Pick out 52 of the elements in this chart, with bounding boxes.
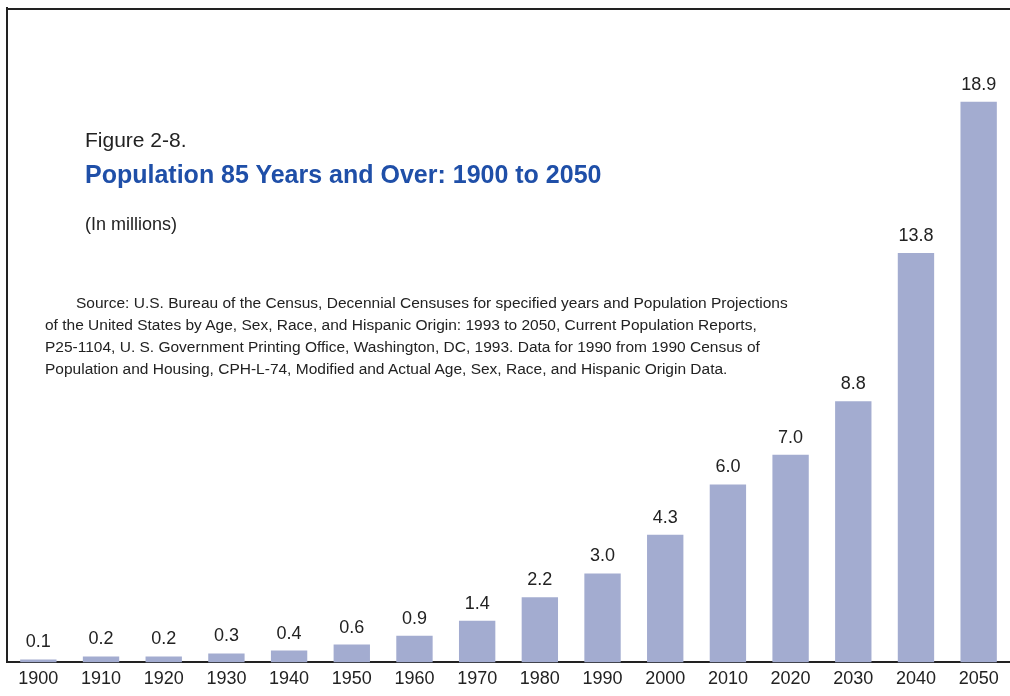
data-label: 1.4 [464,592,490,613]
data-label: 0.3 [213,625,239,646]
data-label: 7.0 [778,426,804,447]
x-tick-label: 2050 [958,668,999,689]
annotation: Source: U.S. Bureau of the Census, Decennial Censuses for specified years and Population Projections of the United States by Age, Sex, Race, and Hispanic Origin: 1993 to 2050, Current Population Reports, P25-1104, U. S. Government Printing Office, Washington, DC, 1993. Data for 1990 from 1990 Census of Population and Housing, CPH-L-74, Modified and Actual Age, Sex, Race, and Hispanic Origin Data. [45,293,789,379]
bar [145,656,182,663]
x-tick-label: 1980 [519,668,560,689]
data-label: 0.1 [25,631,51,652]
bar [270,650,308,663]
bar [20,659,57,663]
x-tick-label: 1920 [143,668,184,689]
bar [960,101,997,663]
x-tick-label: 2040 [895,668,936,689]
x-tick-label: 1990 [582,668,623,689]
x-tick-label: 1940 [269,668,310,689]
bar [458,620,496,663]
x-tick-label: 2020 [770,668,811,689]
text: Figure 2-8. [85,128,187,152]
bar [396,635,433,663]
data-label: 6.0 [715,456,741,477]
bar [208,653,245,663]
x-tick-label: 2030 [833,668,874,689]
text: Population 85 Years and Over: 1900 to 2050 [85,160,602,189]
x-tick-label: 1900 [18,668,59,689]
data-label: 4.3 [652,506,678,527]
data-label: 0.2 [88,628,114,649]
annotation: (In millions) [85,214,178,235]
bar [647,534,684,663]
bar [82,656,120,663]
data-label: 0.9 [401,607,427,628]
data-label: 18.9 [961,73,997,94]
data-label: 0.4 [276,622,302,643]
data-label: 8.8 [840,373,866,394]
bar [521,597,559,663]
bar [584,573,621,663]
x-tick-label: 2010 [707,668,748,689]
data-label: 0.2 [151,628,177,649]
data-label: 0.6 [339,616,365,637]
bar [709,484,747,663]
bar [333,644,370,663]
bar [835,401,872,663]
data-label: 3.0 [590,545,616,566]
x-tick-label: 1910 [81,668,122,689]
x-tick-label: 1950 [331,668,372,689]
bar [897,252,935,663]
data-label: 13.8 [898,224,934,245]
x-tick-label: 1960 [394,668,435,689]
data-label: 2.2 [527,569,553,590]
x-tick-label: 1970 [457,668,498,689]
bar [772,454,809,663]
x-tick-label: 1930 [206,668,247,689]
x-tick-label: 2000 [645,668,686,689]
